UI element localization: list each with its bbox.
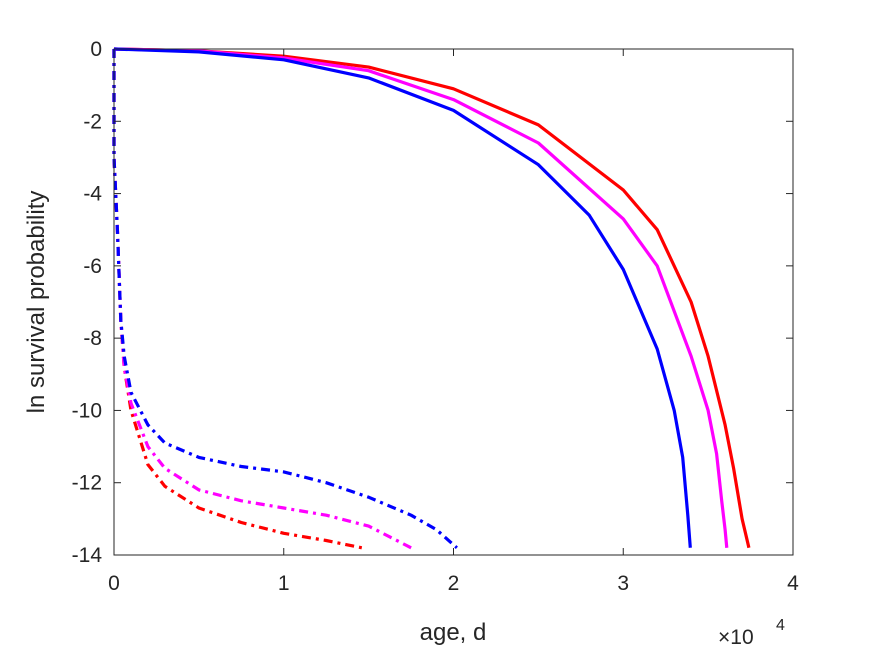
y-tick-label: -8	[83, 327, 102, 350]
y-tick-label: -4	[83, 183, 102, 206]
x-exponent-base: ×10	[718, 626, 754, 649]
x-exponent-power: 4	[776, 617, 785, 634]
series-line-1	[113, 47, 751, 549]
series-layer	[112, 47, 751, 550]
y-tick-label: -12	[72, 472, 102, 495]
x-tick-label: 1	[278, 572, 290, 595]
x-tick-label: 4	[787, 572, 799, 595]
x-exponent-label: ×10 4	[718, 617, 785, 649]
x-tick-label: 3	[617, 572, 629, 595]
y-tick-label: -2	[83, 110, 102, 133]
x-tick-label: 2	[448, 572, 460, 595]
plot-background	[114, 49, 793, 555]
series-line-3	[113, 47, 692, 548]
y-axis-label: ln survival probability	[23, 191, 50, 414]
series-line-6	[112, 49, 458, 549]
y-tick-label: -10	[72, 399, 102, 422]
series-line-2	[113, 47, 729, 548]
x-tick-label: 0	[108, 572, 120, 595]
y-tick-label: 0	[90, 38, 102, 61]
y-tick-label: -6	[83, 255, 102, 278]
y-tick-label: -14	[72, 544, 103, 567]
tick-layer: 0 1 2 3 4 0 -2 -4 -6 -8 -10 -12 -14	[72, 38, 800, 595]
x-axis-label: age, d	[420, 619, 487, 646]
